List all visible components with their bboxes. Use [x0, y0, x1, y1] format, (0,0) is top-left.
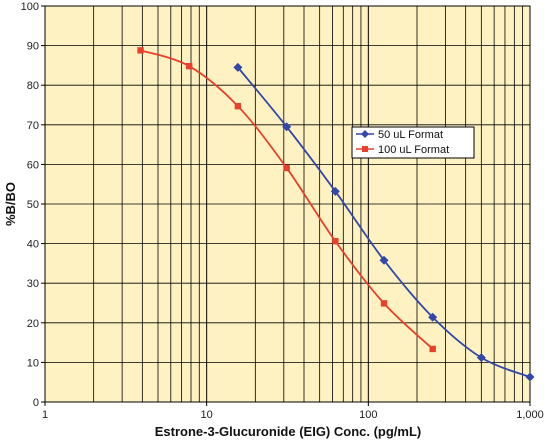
data-point-diamond [233, 62, 243, 72]
data-point-square [332, 238, 339, 245]
y-tick-label: 0 [33, 397, 39, 409]
x-axis-title: Estrone-3-Glucuronide (EIG) Conc. (pg/mL… [155, 424, 422, 439]
x-tick-label: 10 [201, 409, 213, 421]
series-layer [137, 47, 535, 382]
y-tick-label: 30 [27, 278, 39, 290]
x-tick-labels: 1 10 100 1,000 [42, 402, 544, 421]
data-point-diamond [282, 122, 292, 132]
data-point-square [234, 102, 242, 110]
y-tick-label: 70 [27, 120, 39, 132]
legend-box [351, 126, 475, 159]
data-point-diamond [330, 186, 340, 196]
y-tick-label: 50 [27, 199, 39, 211]
y-tick-labels: 0 10 20 30 40 50 60 70 80 90 100 [21, 1, 45, 409]
legend-label-50ul: 50 uL Format [378, 129, 443, 141]
y-tick-label: 90 [27, 41, 39, 53]
x-tick-label: 100 [359, 409, 377, 421]
legend-marker-square [362, 146, 368, 152]
x-tick-label: 1,000 [516, 409, 544, 421]
y-tick-label: 60 [27, 159, 39, 171]
data-point-square [429, 345, 436, 353]
series-100ul [137, 47, 436, 353]
y-tick-label: 10 [27, 357, 39, 369]
data-point-diamond [476, 353, 486, 363]
x-tick-label: 1 [42, 409, 48, 421]
data-point-square [137, 47, 144, 54]
legend-label-100ul: 100 uL Format [378, 144, 449, 156]
data-point-square [380, 300, 388, 307]
y-tick-label: 40 [27, 239, 39, 251]
y-tick-label: 20 [27, 318, 39, 330]
data-point-square [283, 164, 290, 172]
data-point-diamond [525, 372, 535, 382]
y-tick-label: 80 [27, 80, 39, 92]
y-tick-label: 100 [21, 1, 39, 13]
data-point-diamond [428, 312, 438, 322]
legend: 50 uL Format 100 uL Format [351, 126, 475, 159]
data-point-square [186, 62, 193, 70]
y-axis-title: %B/BO [3, 182, 18, 226]
data-point-diamond [379, 255, 389, 265]
legend-marker-diamond [361, 130, 369, 138]
series-50ul [233, 62, 535, 382]
